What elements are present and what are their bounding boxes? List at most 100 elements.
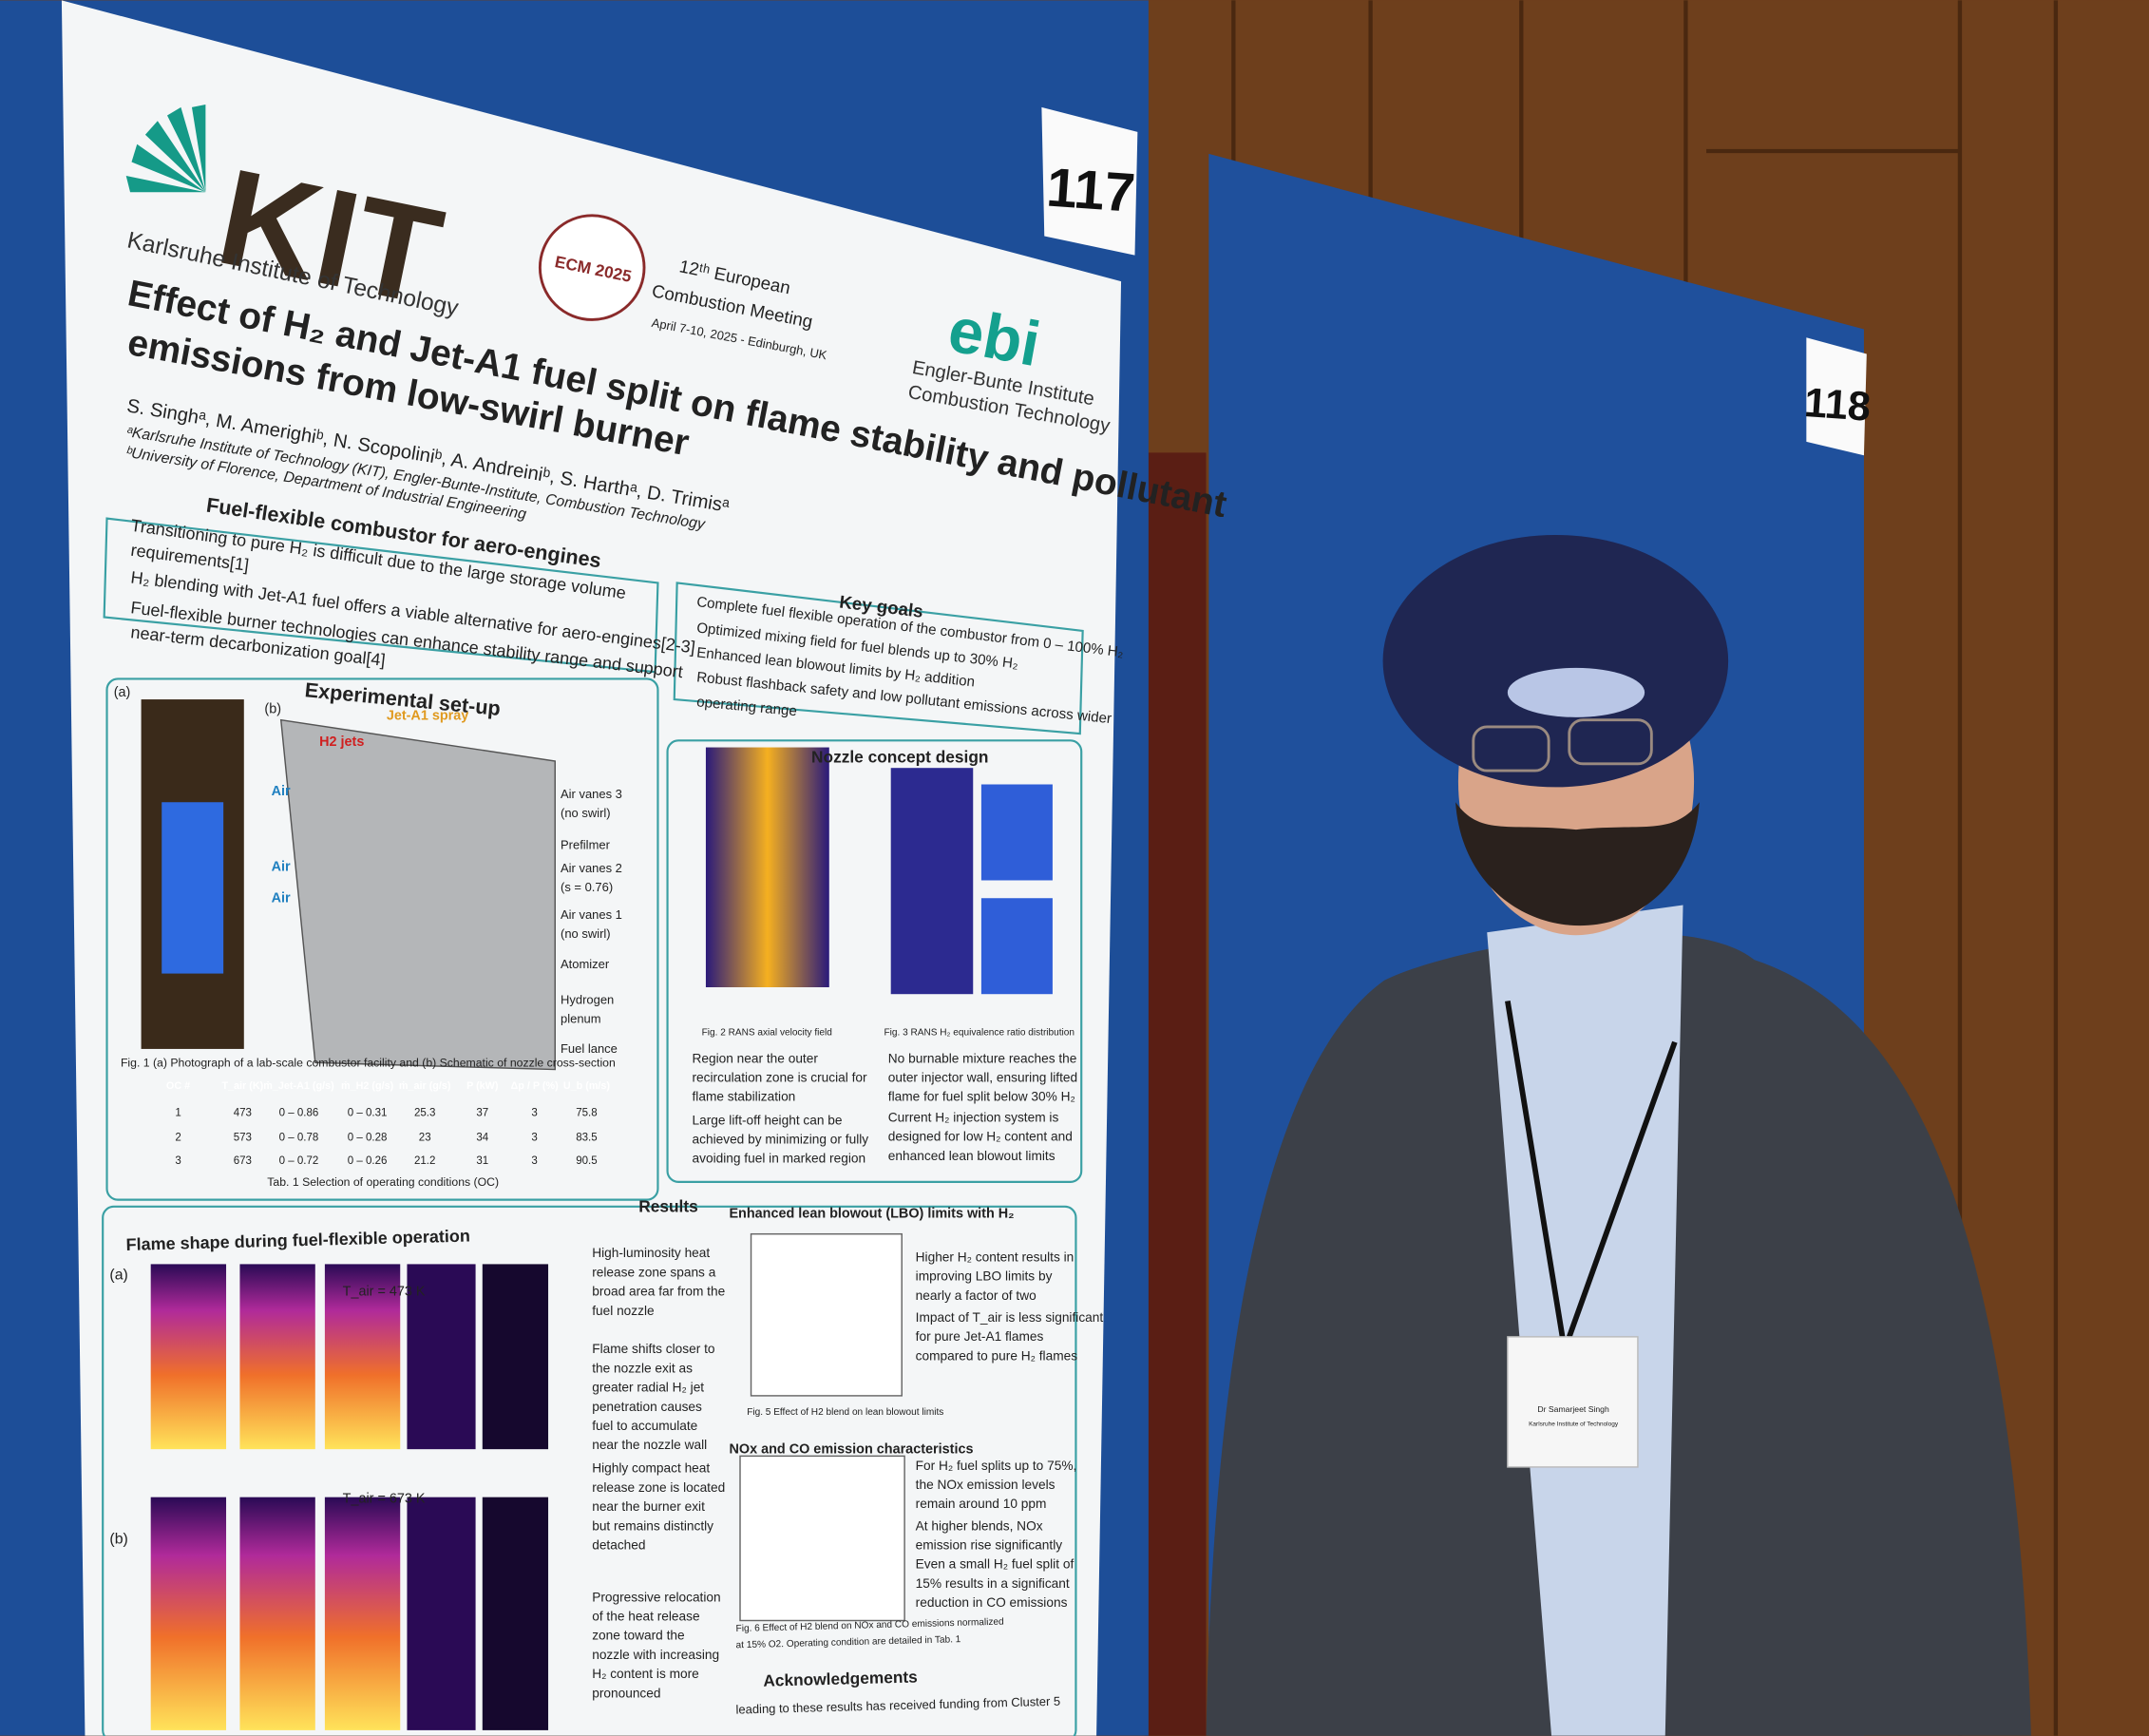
board-gap (1144, 452, 1207, 1736)
caption: Fig. 2 RANS axial velocity field (702, 1027, 832, 1038)
note-text: the nozzle exit as (592, 1361, 693, 1375)
section-heading: Enhanced lean blowout (LBO) limits with … (729, 1206, 1014, 1221)
badge-name: Dr Samarjeet Singh (1537, 1404, 1609, 1414)
poster-text: Atomizer (561, 957, 610, 971)
badge-affiliation: Karlsruhe Institute of Technology (1529, 1421, 1619, 1428)
caption: Tab. 1 Selection of operating conditions… (267, 1175, 499, 1189)
caption: Fig. 5 Effect of H2 blend on lean blowou… (747, 1407, 943, 1418)
poster-text: Prefilmer (561, 837, 611, 851)
poster-text: achieved by minimizing or fully (693, 1132, 869, 1146)
note-text: zone toward the (592, 1629, 684, 1643)
poster-text: nearly a factor of two (916, 1288, 1036, 1303)
equivalence-slice (980, 784, 1053, 881)
flame-images (150, 1264, 549, 1730)
table-cell: 25.3 (414, 1108, 435, 1119)
note-text: greater radial H₂ jet (592, 1381, 704, 1395)
poster-text: Fuel lance (561, 1041, 618, 1056)
table-cell: 3 (175, 1155, 181, 1167)
note-text: fuel nozzle (592, 1304, 654, 1318)
section-heading: Results (638, 1197, 697, 1216)
lbo-plot (750, 1232, 903, 1397)
poster-text: designed for low H₂ content and (888, 1130, 1073, 1144)
note-text: Highly compact heat (592, 1461, 710, 1476)
poster-text: enhanced lean blowout limits (888, 1149, 1055, 1163)
table-cell: 31 (476, 1155, 488, 1167)
poster-text: Even a small H₂ fuel split of (916, 1557, 1074, 1572)
person (1206, 534, 2031, 1736)
note-text: release zone is located (592, 1480, 725, 1495)
poster-text: Large lift-off height can be (693, 1113, 843, 1127)
poster-text: (b) (109, 1532, 127, 1548)
poster-text: (s = 0.76) (561, 880, 613, 894)
table-cell: 0 – 0.78 (279, 1133, 319, 1144)
section-boxes (102, 517, 1084, 1736)
poster-text: Jet-A1 spray (387, 709, 468, 724)
number-card (1041, 106, 1138, 256)
poster-text: Air (272, 859, 291, 874)
poster-text: outer injector wall, ensuring lifted (888, 1071, 1077, 1085)
poster-text: reduction in CO emissions (916, 1595, 1068, 1610)
note-text: Flame shifts closer to (592, 1342, 715, 1356)
poster-text: compared to pure H₂ flames (916, 1348, 1078, 1363)
note-text: nozzle with increasing (592, 1648, 719, 1662)
poster-text: Air (272, 891, 291, 906)
poster-text: flame stabilization (693, 1090, 796, 1104)
board-number: 118 (1803, 380, 1873, 430)
table-cell: 23 (419, 1133, 431, 1144)
note-text: pronounced (592, 1686, 660, 1700)
schematic (279, 718, 556, 1071)
table-cell: 473 (234, 1108, 252, 1119)
note-text: H₂ content is more (592, 1667, 699, 1681)
table-cell: 573 (234, 1133, 252, 1144)
poster-text: 15% results in a significant (916, 1576, 1070, 1591)
ecm-logo (538, 214, 646, 321)
table-cell: 0 – 0.26 (348, 1155, 388, 1167)
table-header: ṁ_air (g/s) (399, 1080, 451, 1092)
poster-text: flame for fuel split below 30% H₂ (888, 1090, 1075, 1104)
poster-text: Impact of T_air is less significant (916, 1310, 1104, 1325)
table-cell: 3 (531, 1155, 537, 1167)
poster-text: Air vanes 2 (561, 861, 622, 875)
poster-text: T_air = 673 K (343, 1491, 426, 1506)
note-text: Progressive relocation (592, 1590, 720, 1604)
note-text: High-luminosity heat (592, 1246, 710, 1260)
poster-text: T_air = 473 K (343, 1285, 426, 1300)
table-cell: 0 – 0.28 (348, 1133, 388, 1144)
table-cell: 34 (476, 1133, 488, 1144)
poster-text: Air vanes 3 (561, 787, 622, 801)
logo: ebi (943, 295, 1046, 380)
table-cell: 90.5 (576, 1155, 597, 1167)
poster-text: H2 jets (319, 734, 364, 750)
table-cell: 75.8 (576, 1108, 597, 1119)
note-text: fuel to accumulate (592, 1419, 697, 1433)
table-header: OC # (166, 1080, 190, 1092)
poster-text: (a) (109, 1267, 127, 1283)
poster-text: For H₂ fuel splits up to 75%, (916, 1459, 1077, 1473)
poster-text: the NOx emission levels (916, 1478, 1055, 1492)
poster-text: avoiding fuel in marked region (693, 1152, 866, 1166)
poster-text: (no swirl) (561, 806, 611, 820)
section-heading: Acknowledgements (763, 1667, 918, 1689)
table-cell: 0 – 0.86 (279, 1108, 319, 1119)
poster-text: Region near the outer (693, 1051, 819, 1065)
table-header: P (kW) (466, 1080, 499, 1092)
emission-plot (739, 1455, 905, 1622)
section-heading: Nozzle concept design (811, 747, 988, 766)
table-header: ṁ_Jet-A1 (g/s) (263, 1080, 334, 1092)
table-header: U_b (m/s) (563, 1080, 611, 1092)
poster-text: Air (272, 784, 291, 799)
poster-text: Air vanes 1 (561, 907, 622, 922)
note-text: penetration causes (592, 1400, 702, 1414)
table-cell: 21.2 (414, 1155, 435, 1167)
poster-text: improving LBO limits by (916, 1269, 1053, 1284)
photo-flame (162, 802, 224, 974)
table-cell: 2 (175, 1133, 181, 1144)
poster-text: recirculation zone is crucial for (693, 1071, 868, 1085)
note-text: of the heat release (592, 1609, 699, 1623)
table-cell: 673 (234, 1155, 252, 1167)
poster-text: (no swirl) (561, 926, 611, 941)
poster-text: (b) (264, 701, 281, 716)
equivalence-slice (980, 898, 1053, 995)
note-text: release zone spans a (592, 1265, 716, 1279)
